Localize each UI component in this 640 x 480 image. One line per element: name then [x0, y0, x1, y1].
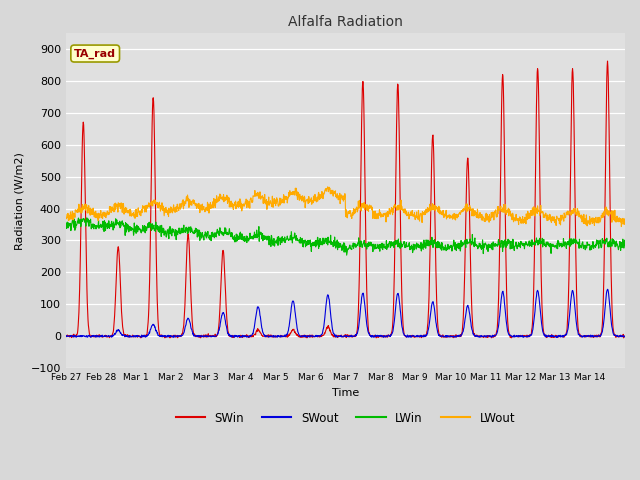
Line: SWout: SWout — [66, 289, 625, 337]
LWout — [331, 191, 339, 197]
SWin — [559, 334, 567, 339]
LWin — [343, 252, 351, 258]
SWout — [62, 333, 70, 338]
SWin — [62, 334, 70, 339]
LWin — [321, 239, 328, 245]
SWout — [477, 333, 485, 339]
SWin — [614, 334, 622, 340]
SWin — [321, 330, 328, 336]
LWout — [614, 218, 622, 224]
LWin — [62, 225, 70, 231]
LWout — [559, 216, 567, 222]
LWout — [618, 224, 625, 229]
Line: LWout: LWout — [66, 187, 625, 227]
LWout — [149, 198, 157, 204]
Line: SWin: SWin — [66, 61, 625, 338]
LWin — [621, 242, 629, 248]
Title: Alfalfa Radiation: Alfalfa Radiation — [288, 15, 403, 29]
SWin — [331, 334, 339, 340]
LWin — [150, 223, 157, 229]
SWout — [614, 334, 622, 339]
SWin — [477, 334, 485, 339]
LWin — [331, 241, 339, 247]
LWout — [62, 215, 70, 221]
LWout — [621, 221, 629, 227]
SWout — [559, 334, 567, 340]
LWout — [477, 217, 485, 223]
SWout — [331, 332, 339, 337]
SWout — [604, 287, 611, 292]
SWout — [72, 335, 80, 340]
Line: LWin: LWin — [66, 218, 625, 255]
LWout — [324, 184, 332, 190]
SWin — [150, 99, 157, 105]
SWin — [604, 58, 611, 64]
X-axis label: Time: Time — [332, 387, 359, 397]
LWin — [614, 247, 622, 252]
LWin — [560, 239, 568, 244]
LWin — [478, 243, 486, 249]
SWout — [321, 319, 328, 324]
SWin — [137, 335, 145, 341]
SWin — [621, 334, 629, 339]
Text: TA_rad: TA_rad — [74, 48, 116, 59]
Y-axis label: Radiation (W/m2): Radiation (W/m2) — [15, 152, 25, 250]
LWin — [83, 215, 91, 221]
LWout — [320, 190, 328, 195]
SWout — [621, 334, 629, 339]
SWout — [150, 322, 157, 328]
Legend: SWin, SWout, LWin, LWout: SWin, SWout, LWin, LWout — [171, 407, 520, 429]
